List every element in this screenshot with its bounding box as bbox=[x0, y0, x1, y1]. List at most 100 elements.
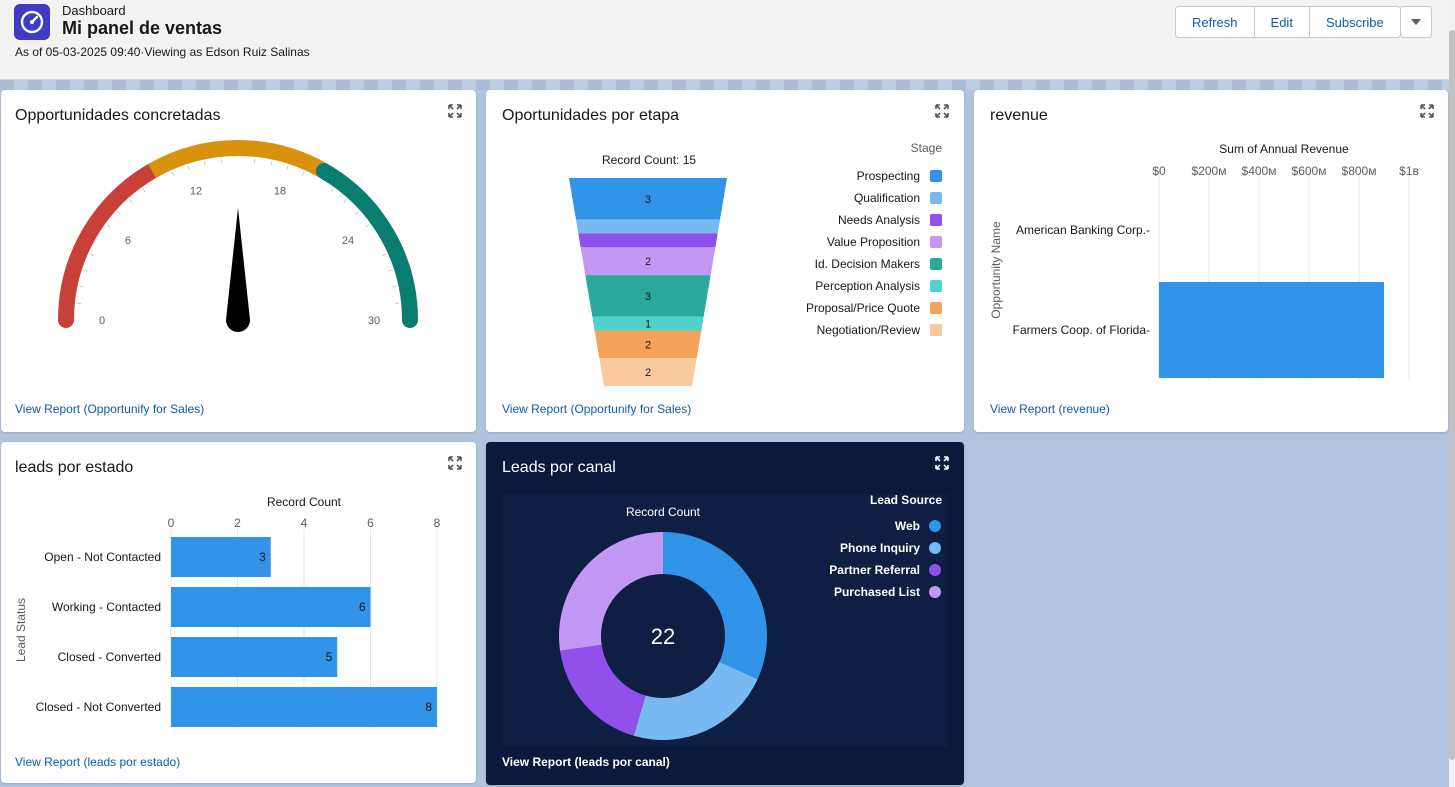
x-tick-label: $0 bbox=[1152, 164, 1166, 178]
leads-estado-card: leads por estado Record Count 0 2 4 6 8 Lead S… bbox=[1, 442, 476, 783]
header-eyebrow: Dashboard bbox=[62, 3, 126, 18]
gauge-minor-tick bbox=[301, 171, 305, 176]
funnel-card: Oportunidades por etapa Record Count: 15… bbox=[486, 90, 964, 432]
x-tick-label: 4 bbox=[301, 516, 308, 530]
header-subtitle: As of 05-03-2025 09:40·Viewing as Edson … bbox=[15, 45, 310, 59]
gauge-minor-tick bbox=[388, 269, 393, 272]
funnel-segment bbox=[578, 233, 718, 248]
status-bar bbox=[171, 637, 338, 677]
gauge-icon bbox=[14, 4, 50, 40]
leads-canal-card: Leads por canal Record Count 22 Lead Sourc… bbox=[486, 442, 964, 785]
funnel-segment-label: 3 bbox=[645, 291, 651, 303]
view-report-link[interactable]: View Report (revenue) bbox=[990, 402, 1110, 416]
x-tick-label: 0 bbox=[168, 516, 175, 530]
gauge-minor-tick bbox=[142, 188, 146, 193]
legend-label: Value Proposition bbox=[826, 235, 920, 249]
gauge-minor-tick bbox=[79, 285, 84, 288]
legend-item[interactable]: Perception Analysis bbox=[806, 275, 942, 297]
legend-label: Needs Analysis bbox=[837, 213, 920, 227]
card-title: Leads por canal bbox=[502, 459, 616, 476]
funnel-segment bbox=[585, 275, 711, 317]
gauge-minor-tick bbox=[106, 224, 111, 228]
legend-item[interactable]: Proposal/Price Quote bbox=[806, 297, 942, 319]
gauge-minor-tick bbox=[330, 188, 334, 193]
legend-label: Qualification bbox=[853, 191, 920, 205]
expand-icon[interactable] bbox=[448, 104, 462, 118]
gauge-tick-label: 18 bbox=[274, 186, 286, 198]
gauge-minor-tick bbox=[270, 161, 273, 166]
revenue-bar bbox=[1159, 282, 1384, 378]
expand-icon[interactable] bbox=[935, 104, 949, 118]
funnel-segment-label: 1 bbox=[645, 319, 651, 331]
x-tick-label: $800м bbox=[1342, 164, 1377, 178]
funnel-segment bbox=[599, 358, 697, 386]
gauge-card: Opportunidades concretadas 0 6 12 18 24 30 Vi… bbox=[1, 90, 476, 432]
gauge-minor-tick bbox=[203, 161, 206, 166]
legend-item[interactable]: Qualification bbox=[806, 187, 942, 209]
legend-swatch bbox=[930, 170, 942, 182]
legend-item[interactable]: Id. Decision Makers bbox=[806, 253, 942, 275]
x-tick-label: 6 bbox=[367, 516, 374, 530]
bar-value-label: 8 bbox=[425, 700, 432, 714]
y-axis-label: Lead Status bbox=[14, 598, 28, 662]
scrollbar-thumb[interactable] bbox=[1449, 30, 1455, 760]
funnel-legend: Prospecting Qualification Needs Analysis Va… bbox=[806, 165, 942, 341]
gauge-tick-label: 0 bbox=[99, 315, 105, 327]
legend-item[interactable]: Value Proposition bbox=[806, 231, 942, 253]
view-report-link[interactable]: View Report (Opportunify for Sales) bbox=[502, 402, 692, 416]
legend-swatch bbox=[930, 280, 942, 292]
gauge-minor-tick bbox=[343, 199, 347, 203]
expand-icon[interactable] bbox=[935, 456, 949, 470]
expand-icon[interactable] bbox=[1420, 104, 1434, 118]
view-report-link[interactable]: View Report (leads por estado) bbox=[15, 755, 181, 769]
revenue-bar-chart: Sum of Annual Revenue $0 $200м $400м $600м $8… bbox=[989, 142, 1419, 380]
header-button-group: Refresh Edit Subscribe bbox=[1175, 6, 1401, 38]
card-title: Oportunidades por etapa bbox=[502, 107, 680, 124]
funnel-segment bbox=[569, 178, 727, 220]
legend-swatch bbox=[929, 542, 941, 554]
chart-title: Record Count bbox=[626, 505, 701, 519]
edit-button[interactable]: Edit bbox=[1254, 7, 1310, 37]
view-report-link[interactable]: View Report (Opportunify for Sales) bbox=[15, 402, 205, 416]
gauge-minor-tick bbox=[382, 253, 387, 257]
more-actions-button[interactable] bbox=[1400, 6, 1432, 38]
status-bar bbox=[171, 587, 371, 627]
chart-title: Record Count bbox=[267, 495, 342, 509]
leads-canal-donut-chart: Record Count 22 Lead Source Web Phone Inquir… bbox=[559, 494, 942, 740]
x-tick-label: 2 bbox=[234, 516, 241, 530]
legend-item[interactable]: Negotiation/Review bbox=[806, 319, 942, 341]
gauge-minor-tick bbox=[355, 211, 359, 215]
status-bar bbox=[171, 687, 437, 727]
gauge-chart: 0 6 12 18 24 30 bbox=[58, 140, 418, 332]
gauge-minor-tick bbox=[365, 224, 370, 228]
legend-swatch bbox=[930, 236, 942, 248]
subscribe-button[interactable]: Subscribe bbox=[1309, 7, 1400, 37]
view-report-link[interactable]: View Report (leads por canal) bbox=[502, 755, 670, 769]
funnel-segment bbox=[580, 247, 716, 276]
legend-item[interactable]: Needs Analysis bbox=[806, 209, 942, 231]
x-tick-label: $600м bbox=[1292, 164, 1327, 178]
legend-item[interactable]: Prospecting bbox=[806, 165, 942, 187]
x-tick-label: $200м bbox=[1192, 164, 1227, 178]
x-tick-label: $400м bbox=[1242, 164, 1277, 178]
card-title: leads por estado bbox=[15, 459, 134, 476]
legend-swatch bbox=[930, 302, 942, 314]
legend-label: Partner Referral bbox=[829, 563, 920, 577]
legend-title: Lead Source bbox=[870, 494, 942, 507]
funnel-legend-title: Stage bbox=[910, 141, 942, 155]
legend-swatch bbox=[930, 214, 942, 226]
y-category-label: Farmers Coop. of Florida- bbox=[1013, 323, 1150, 337]
gauge-minor-tick bbox=[187, 165, 190, 170]
x-tick-label: $1в bbox=[1399, 164, 1419, 178]
gauge-minor-tick bbox=[286, 165, 289, 170]
expand-icon[interactable] bbox=[448, 456, 462, 470]
legend-swatch bbox=[929, 586, 941, 598]
funnel-segment bbox=[594, 330, 702, 359]
gauge-needle bbox=[226, 208, 250, 332]
bar-value-label: 6 bbox=[359, 600, 366, 614]
gauge-minor-tick bbox=[129, 199, 133, 203]
refresh-button[interactable]: Refresh bbox=[1176, 7, 1255, 37]
legend-swatch bbox=[929, 520, 941, 532]
gauge-minor-tick bbox=[89, 253, 94, 257]
bar-value-label: 3 bbox=[259, 550, 266, 564]
